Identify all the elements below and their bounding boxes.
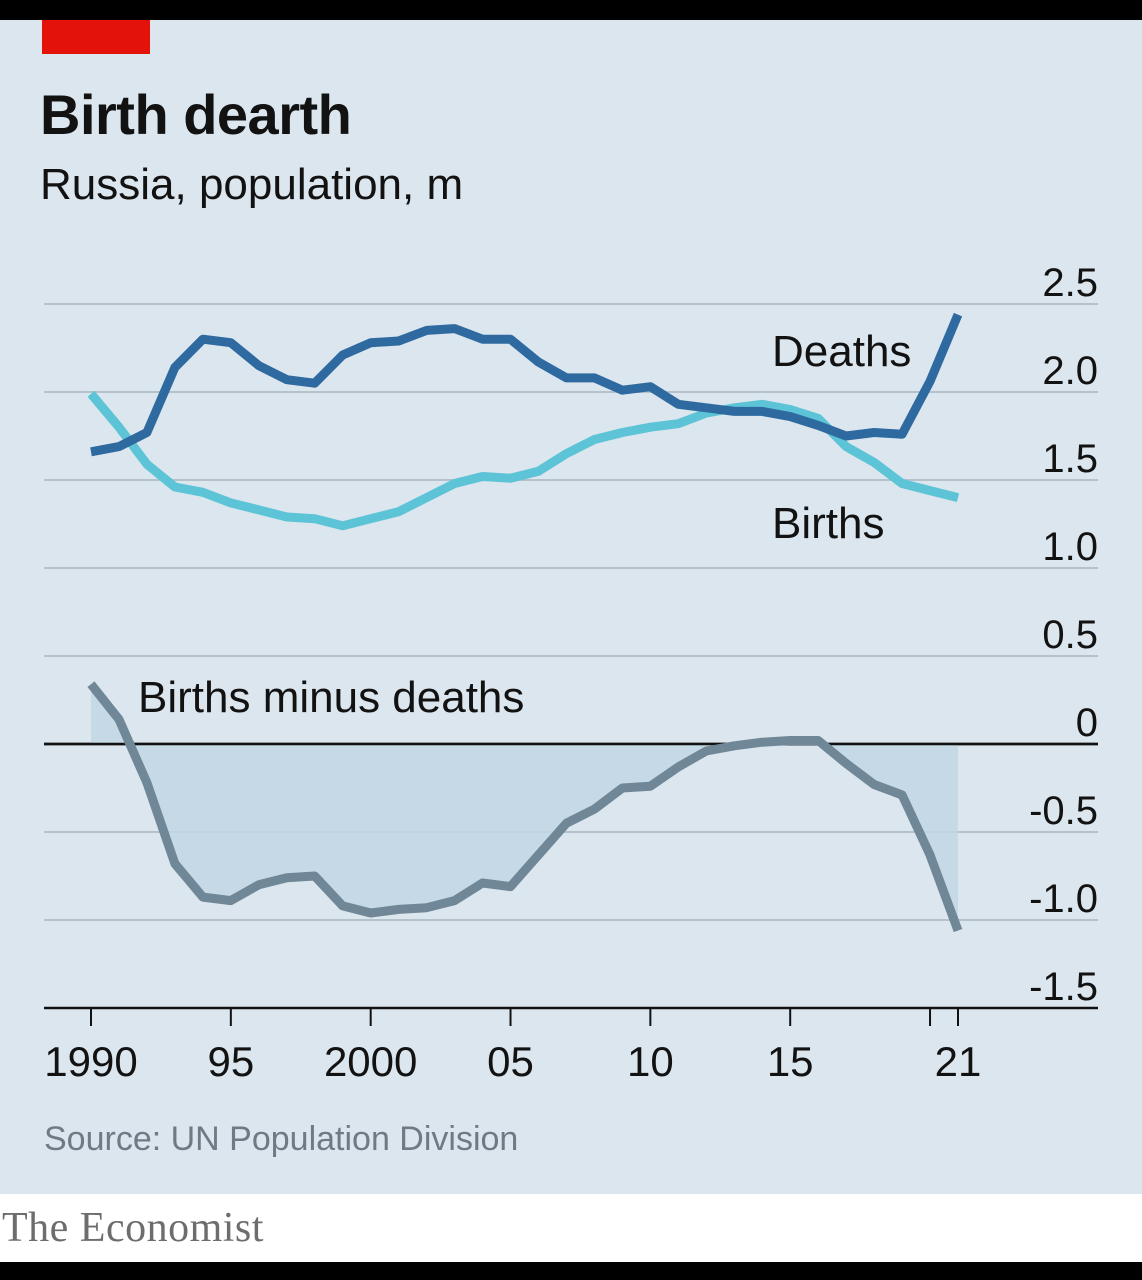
y-tick-label: -1.5	[1029, 965, 1098, 1009]
y-tick-label: -1.0	[1029, 877, 1098, 921]
y-tick-label: 1.5	[1042, 437, 1098, 481]
y-tick-label: 2.5	[1042, 261, 1098, 305]
source-note: Source: UN Population Division	[44, 1120, 519, 1158]
brand-wordmark: The Economist	[2, 1205, 264, 1251]
chart-subtitle: Russia, population, m	[40, 160, 464, 209]
deaths-line	[90, 312, 963, 457]
births-label: Births	[772, 499, 884, 548]
footer-bar: The Economist	[0, 1194, 1142, 1262]
x-tick-label: 2000	[324, 1038, 417, 1085]
line-chart: 2.5 2.0 1.5 1.0 0.5 0 -0.5 -1.0 -1.5 1990 95 2000 05…	[44, 261, 1098, 1085]
x-tick-label: 95	[207, 1038, 254, 1085]
y-tick-label: 1.0	[1042, 525, 1098, 569]
brand-red-tag	[42, 20, 150, 54]
chart-panel: Birth dearth Russia, population, m 2.5 2.…	[0, 20, 1142, 1194]
x-tick-label: 21	[935, 1038, 982, 1085]
x-tick-label: 1990	[44, 1038, 137, 1085]
x-tick-label: 15	[767, 1038, 814, 1085]
births-line	[87, 390, 960, 531]
y-tick-label: 0	[1076, 701, 1098, 745]
y-tick-label: 2.0	[1042, 349, 1098, 393]
births-minus-deaths-area	[91, 684, 958, 931]
x-tick-label: 05	[487, 1038, 534, 1085]
chart-title: Birth dearth	[40, 83, 352, 146]
y-tick-label: 0.5	[1042, 613, 1098, 657]
x-tick-label: 10	[627, 1038, 674, 1085]
y-tick-label: -0.5	[1029, 789, 1098, 833]
deaths-label: Deaths	[772, 327, 911, 376]
births-minus-deaths-label: Births minus deaths	[138, 673, 524, 722]
births-minus-deaths-line	[87, 681, 963, 933]
